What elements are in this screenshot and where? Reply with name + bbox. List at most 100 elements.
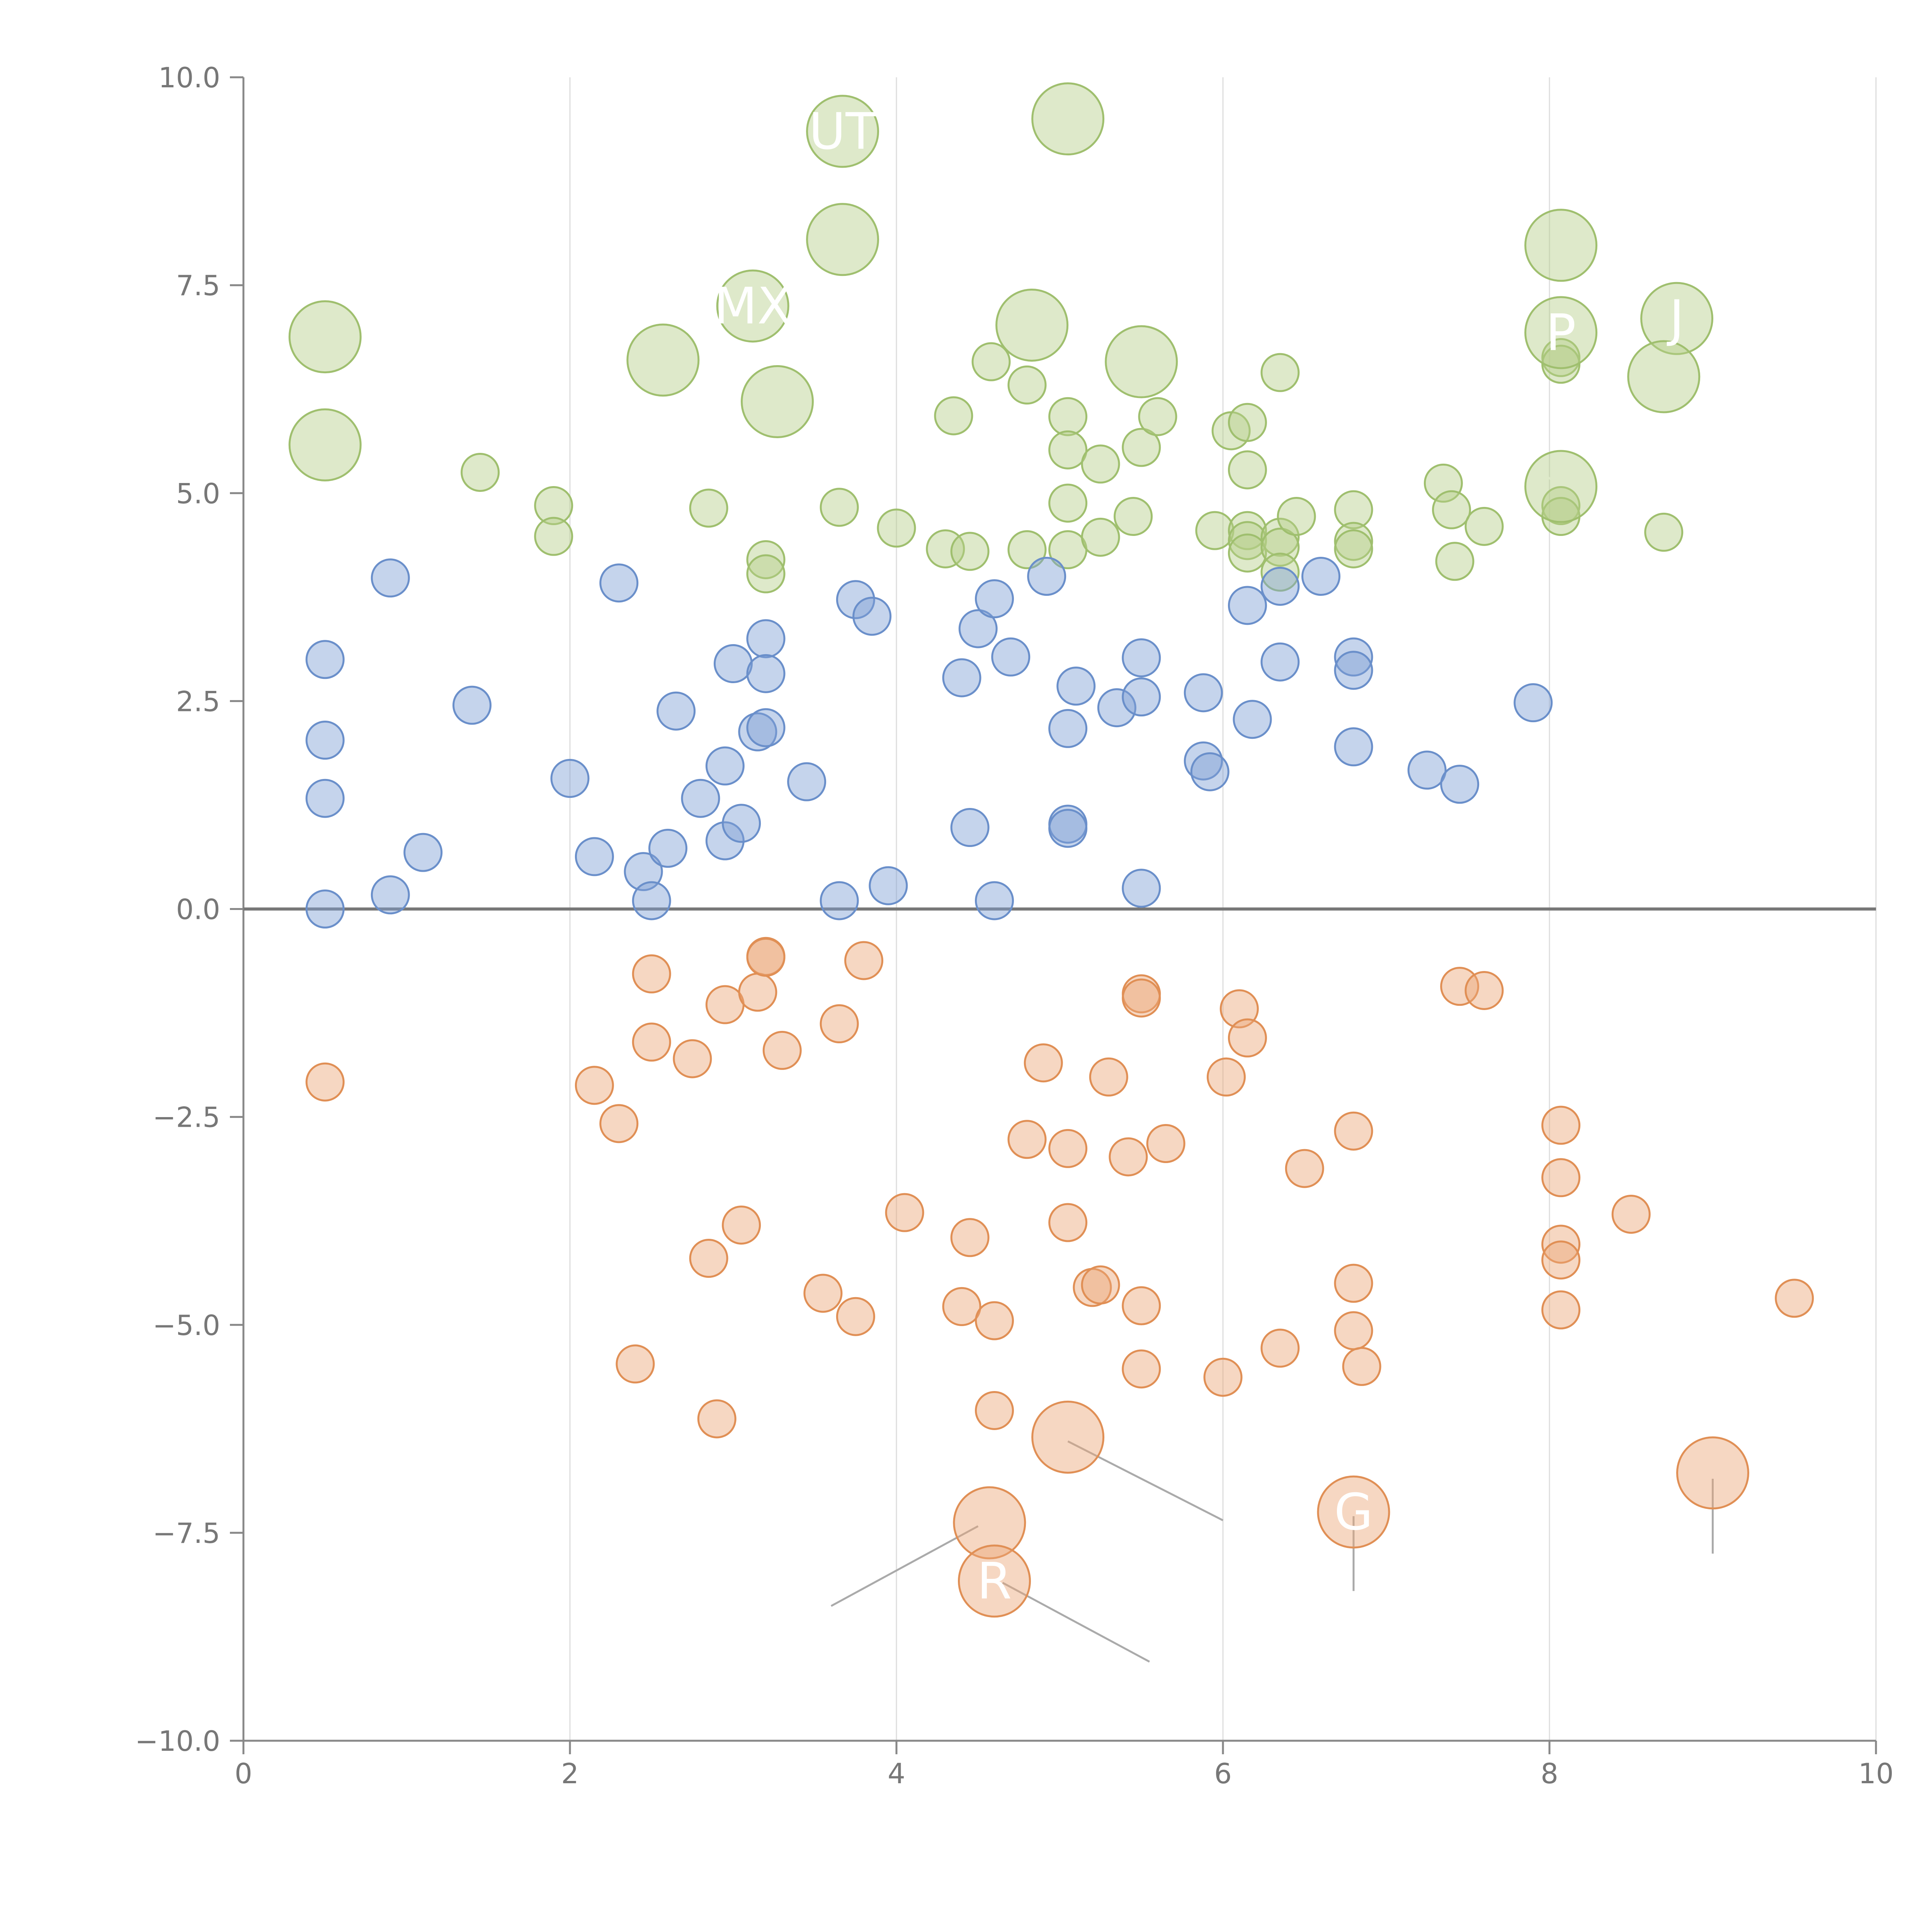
leader-line (1663, 376, 1689, 390)
data-point-orange (599, 1104, 639, 1143)
data-point-blue (991, 637, 1031, 677)
data-point-blue (1407, 750, 1447, 790)
data-point-blue (975, 579, 1014, 619)
bubble-labels: UT MX P J R G (714, 102, 1684, 1611)
large-data-point-green (1524, 209, 1598, 282)
data-point-green (1007, 530, 1047, 570)
large-data-point-green (741, 365, 814, 438)
large-data-point-green (716, 269, 789, 343)
data-point-blue (403, 833, 443, 872)
data-point-blue (958, 609, 998, 648)
data-point-green (1435, 542, 1475, 581)
data-point-blue (648, 828, 687, 868)
tick-labels: 0 2 4 6 8 10 10.0 7.5 5.0 2.5 0.0 −2.5 −5.0 −7.5 −10.0 (135, 61, 1893, 1790)
x-tick-label: 6 (1214, 1757, 1232, 1790)
data-point-green (1644, 512, 1684, 552)
data-point-blue (1334, 637, 1373, 677)
data-point-green (534, 517, 573, 556)
data-point-orange (950, 1218, 990, 1257)
data-point-orange (1007, 1120, 1047, 1159)
data-point-orange (1122, 1286, 1161, 1325)
data-point-orange (1081, 1265, 1120, 1304)
data-point-orange (1122, 978, 1161, 1018)
large-data-point-orange (953, 1486, 1026, 1560)
bubble-label: R (977, 1552, 1012, 1611)
data-point-blue (1334, 727, 1373, 767)
data-point-orange (1260, 1328, 1300, 1368)
y-tick-label: 2.5 (176, 685, 220, 718)
data-point-orange (616, 1344, 655, 1384)
data-point-orange (697, 1399, 736, 1439)
data-point-blue (1184, 741, 1223, 781)
data-point-green (1432, 490, 1471, 529)
axes (230, 76, 1877, 1754)
data-point-orange (632, 1022, 671, 1062)
data-point-orange (1048, 1129, 1088, 1168)
y-tick-label: −2.5 (153, 1101, 220, 1134)
data-point-orange (689, 1239, 728, 1278)
data-point-orange (1109, 1137, 1148, 1177)
large-data-point-green (1640, 282, 1714, 355)
data-point-green (689, 488, 728, 528)
data-point-blue (705, 746, 745, 786)
data-point-blue (1122, 869, 1161, 908)
y-tick-label: 5.0 (176, 477, 220, 510)
data-point-orange (305, 1062, 345, 1102)
data-point-blue (714, 644, 753, 684)
data-point-blue (371, 875, 410, 915)
data-point-orange (1024, 1043, 1063, 1083)
data-point-orange (1122, 1349, 1161, 1389)
leader-line (1141, 350, 1174, 363)
leader-line (325, 318, 358, 338)
x-tick-label: 0 (235, 1757, 252, 1790)
x-tick-label: 2 (561, 1757, 579, 1790)
y-tick-label: 7.5 (176, 269, 220, 302)
bubble-label: J (1667, 289, 1684, 348)
large-data-point-green (626, 323, 700, 397)
y-tick-label: 0.0 (176, 893, 220, 926)
data-point-blue (1228, 586, 1267, 625)
data-point-green (534, 486, 573, 526)
x-tick-label: 4 (888, 1757, 905, 1790)
large-data-point-orange (1676, 1436, 1749, 1510)
data-point-blue (950, 808, 990, 847)
data-point-orange (1206, 1057, 1246, 1097)
leader-line (777, 401, 807, 415)
data-point-green (461, 452, 500, 492)
data-point-green (1228, 511, 1267, 550)
large-data-point-green (806, 203, 879, 276)
data-point-green (1007, 365, 1047, 405)
leader-line (1541, 471, 1562, 488)
large-data-point-orange (1031, 1400, 1105, 1474)
large-data-point-orange (1317, 1475, 1390, 1549)
data-point-blue (746, 619, 786, 658)
data-point-blue (1097, 688, 1136, 728)
data-point-blue (1190, 752, 1230, 791)
data-point-green (934, 396, 973, 435)
large-data-point-green (1524, 296, 1598, 369)
data-point-blue (624, 852, 663, 891)
data-point-orange (738, 973, 777, 1012)
data-point-orange (836, 1297, 875, 1336)
bubble-label: P (1546, 303, 1576, 362)
data-point-orange (705, 985, 745, 1024)
data-point-blue (975, 881, 1014, 920)
data-point-orange (1203, 1357, 1243, 1397)
data-point-orange (844, 941, 883, 980)
y-tick-label: −7.5 (153, 1517, 220, 1549)
large-data-point-green (1105, 325, 1178, 398)
data-point-blue (305, 889, 345, 929)
data-point-green (1122, 428, 1161, 467)
data-point-green (1277, 497, 1316, 536)
data-point-green (1048, 483, 1088, 523)
data-point-blue (575, 837, 614, 876)
data-point-blue (1334, 651, 1373, 690)
data-point-blue (452, 685, 492, 725)
data-point-blue (722, 804, 761, 843)
data-point-blue (1514, 683, 1553, 723)
leader-line (1560, 220, 1575, 246)
data-point-orange (975, 1391, 1014, 1430)
data-point-green (820, 488, 859, 527)
data-point-orange (1464, 971, 1504, 1010)
large-data-point-green (806, 95, 879, 168)
